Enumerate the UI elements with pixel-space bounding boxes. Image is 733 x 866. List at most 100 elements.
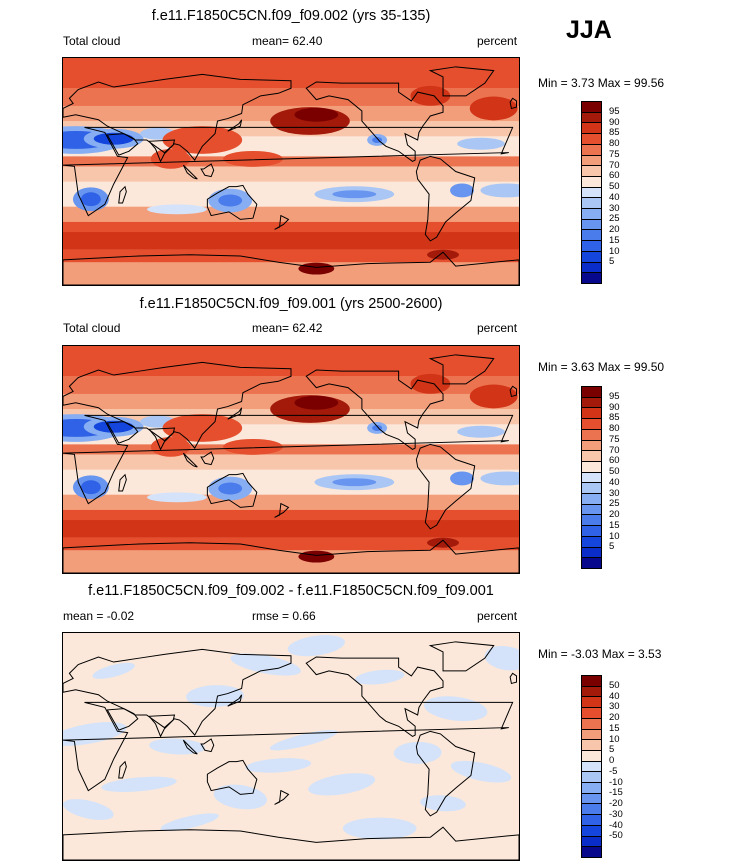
cloud-field-band <box>63 156 519 167</box>
panel-1-colorbar <box>581 101 602 284</box>
colorbar-tick-label: -50 <box>609 830 623 842</box>
colorbar-swatch <box>582 461 601 473</box>
continent-outline <box>63 648 292 736</box>
cloud-field-patch <box>160 813 219 832</box>
cloud-field-band <box>63 181 519 207</box>
continent-outline <box>118 760 127 779</box>
cloud-field-patch <box>147 204 207 215</box>
continent-outline <box>274 789 290 805</box>
colorbar-swatch <box>582 825 601 837</box>
colorbar-tick-label: 20 <box>609 712 620 724</box>
continent-outline <box>206 184 258 220</box>
cloud-field-patch <box>218 194 243 207</box>
cloud-field-patch <box>342 817 417 840</box>
panel-2-title: f.e11.F1850C5CN.f09_f09.001 (yrs 2500-26… <box>139 296 443 312</box>
cloud-field-band <box>63 88 519 106</box>
cloud-field-band <box>63 537 519 551</box>
cloud-field-patch <box>332 190 377 199</box>
cloud-field-patch <box>93 132 134 145</box>
continent-outline <box>63 73 292 161</box>
cloud-field-patch <box>63 799 114 821</box>
cloud-field-patch <box>427 537 459 548</box>
continent-outline <box>415 155 476 242</box>
colorbar-tick-label: 0 <box>609 755 615 767</box>
panel-2-colorbar <box>581 386 602 569</box>
cloud-field-band <box>63 376 519 394</box>
cloud-field-band <box>63 262 519 285</box>
colorbar-tick-label: 40 <box>609 191 620 203</box>
cloud-field-patch <box>427 249 459 260</box>
colorbar-tick-label: 30 <box>609 487 620 499</box>
cloud-field-patch <box>150 148 191 169</box>
cloud-field-band <box>63 454 519 470</box>
colorbar-swatch <box>582 251 601 263</box>
colorbar-tick-label: 60 <box>609 170 620 182</box>
continent-outline <box>200 163 215 178</box>
cloud-field-patch <box>450 471 474 486</box>
colorbar-swatch <box>582 750 601 762</box>
continent-outline <box>428 354 495 385</box>
cloud-field-band <box>63 550 519 573</box>
continent-outline <box>274 214 290 230</box>
colorbar-swatch <box>582 772 601 784</box>
cloud-field-patch <box>480 183 519 198</box>
colorbar-swatch <box>582 804 601 816</box>
continent-outline <box>227 694 243 707</box>
continent-outline <box>148 714 176 738</box>
continent-outline <box>415 730 476 817</box>
cloud-field-band <box>63 249 519 263</box>
panel-2-minmax: Min = 3.63 Max = 99.50 <box>538 360 665 374</box>
colorbar-tick-label: -15 <box>609 787 623 799</box>
continent-outline <box>509 97 518 110</box>
continent-outline <box>509 672 518 685</box>
colorbar-tick-label: 70 <box>609 444 620 456</box>
continent-outline <box>182 739 198 755</box>
colorbar-swatch <box>582 815 601 826</box>
continent-outline <box>118 473 127 492</box>
colorbar-tick-label: 85 <box>609 127 620 139</box>
cloud-field-patch <box>469 96 518 121</box>
colorbar-tick-label: 50 <box>609 181 620 193</box>
colorbar-swatch <box>582 729 601 741</box>
cloud-field-patch <box>469 384 518 409</box>
colorbar-tick-label: 5 <box>609 541 615 553</box>
cloud-field-patch <box>450 760 512 783</box>
cloud-field-band <box>63 232 519 250</box>
continent-outline <box>63 251 519 285</box>
colorbar-swatch <box>582 526 601 537</box>
colorbar-tick-label: 15 <box>609 519 620 531</box>
continent-outline <box>182 452 198 468</box>
panel-3-units-label: percent <box>477 609 518 623</box>
cloud-field-patch <box>410 373 451 394</box>
continent-outline <box>148 139 176 163</box>
colorbar-tick-label: 30 <box>609 701 620 713</box>
colorbar-swatch <box>582 176 601 188</box>
colorbar-tick-label: 75 <box>609 148 620 160</box>
contour-map-canvas <box>63 346 519 573</box>
colorbar-swatch <box>582 515 601 527</box>
cloud-field-patch <box>298 262 335 275</box>
cloud-field-patch <box>450 183 474 198</box>
colorbar-swatch <box>582 241 601 252</box>
colorbar-tick-label: 95 <box>609 390 620 402</box>
continent-outline <box>206 472 258 508</box>
colorbar-tick-label: 70 <box>609 159 620 171</box>
season-label: JJA <box>566 16 612 44</box>
colorbar-tick-label: -5 <box>609 765 618 777</box>
cloud-field-patch <box>223 150 283 167</box>
panel-2-variable-label: Total cloud <box>63 321 121 335</box>
panel-1-title: f.e11.F1850C5CN.f09_f09.002 (yrs 35-135) <box>151 8 431 24</box>
cloud-field-band <box>63 509 519 521</box>
colorbar-tick-label: 5 <box>609 744 615 756</box>
colorbar-swatch <box>582 230 601 242</box>
cloud-field-patch <box>186 685 244 707</box>
continent-outline <box>148 427 176 451</box>
panel-2-colorbar-ticks: 95 90 85 80 75 70 60 50 40 30 25 20 15 10 5 <box>609 386 639 569</box>
colorbar-swatch <box>582 558 601 568</box>
cloud-field-patch <box>457 137 505 150</box>
continent-outline <box>206 759 258 795</box>
cloud-field-band <box>63 166 519 182</box>
colorbar-swatch <box>582 166 601 177</box>
colorbar-swatch <box>582 676 601 687</box>
panel-1-variable-label: Total cloud <box>63 34 121 48</box>
